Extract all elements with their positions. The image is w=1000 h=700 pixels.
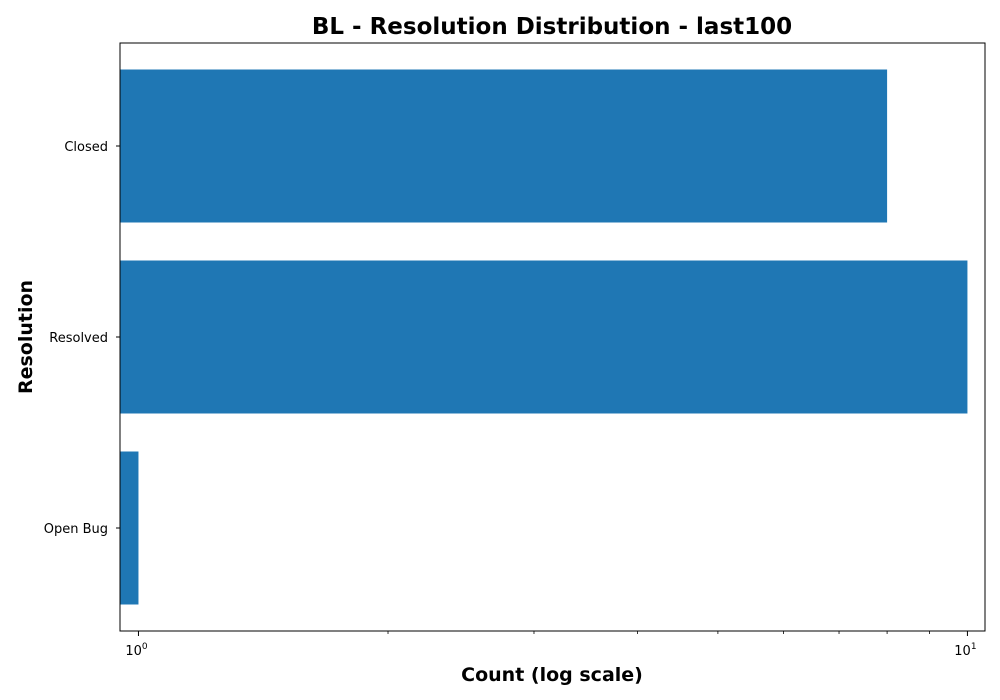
- x-tick-label: 100: [125, 642, 148, 659]
- bar-closed: [120, 69, 888, 223]
- bar-resolved: [120, 260, 968, 414]
- y-tick-label: Open Bug: [44, 522, 108, 537]
- y-tick-label: Resolved: [49, 331, 108, 346]
- plot-area: Closed Resolved Open Bug 100 101: [44, 69, 977, 659]
- bar-open-bug: [120, 451, 139, 605]
- chart-title: BL - Resolution Distribution - last100: [312, 14, 792, 40]
- y-axis-label: Resolution: [15, 280, 37, 394]
- plot-frame: [119, 42, 986, 632]
- x-axis-label: Count (log scale): [461, 664, 643, 686]
- x-tick-label: 101: [954, 642, 976, 659]
- y-tick-label: Closed: [64, 140, 108, 155]
